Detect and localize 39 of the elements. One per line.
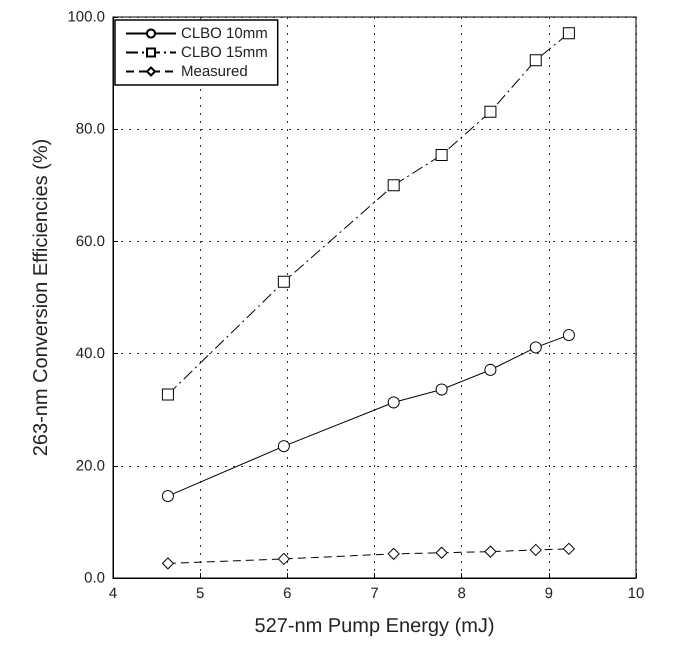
point xyxy=(530,341,542,354)
point xyxy=(278,276,290,288)
y-tick-label: 0.0 xyxy=(84,570,105,586)
point xyxy=(436,384,448,396)
point xyxy=(530,54,542,66)
point xyxy=(530,544,542,556)
point xyxy=(562,542,575,555)
point xyxy=(278,552,290,565)
legend-label: Measured xyxy=(181,63,248,80)
point xyxy=(388,548,400,560)
x-tick-label: 4 xyxy=(108,585,118,602)
point xyxy=(436,546,448,559)
point xyxy=(436,149,448,162)
point xyxy=(162,388,174,401)
y-tick-label: 40.0 xyxy=(76,345,105,362)
point xyxy=(562,27,575,40)
point xyxy=(388,396,400,408)
x-tick-label: 7 xyxy=(370,585,379,602)
legend-label: CLBO 10mm xyxy=(181,25,268,42)
y-tick-label: 20.0 xyxy=(76,457,105,474)
point xyxy=(484,106,496,118)
x-tick-label: 10 xyxy=(628,585,644,602)
x-tick-label: 5 xyxy=(196,585,204,602)
point xyxy=(484,546,496,558)
point xyxy=(278,440,290,452)
point xyxy=(562,329,575,342)
point xyxy=(388,179,400,192)
y-tick-label: 80.0 xyxy=(76,120,105,138)
legend-label: CLBO 15mm xyxy=(181,44,268,61)
y-axis-title: 263-nm Conversion Efficiencies (%) xyxy=(30,138,52,456)
x-tick-label: 9 xyxy=(544,585,554,602)
x-tick-label: 8 xyxy=(457,585,466,602)
point xyxy=(162,490,174,502)
point xyxy=(162,557,174,570)
point xyxy=(484,364,496,376)
y-tick-label: 100.0 xyxy=(67,8,105,26)
x-tick-label: 6 xyxy=(283,585,292,602)
y-tick-label: 60.0 xyxy=(76,232,105,250)
x-axis-title: 527-nm Pump Energy (mJ) xyxy=(254,615,495,637)
